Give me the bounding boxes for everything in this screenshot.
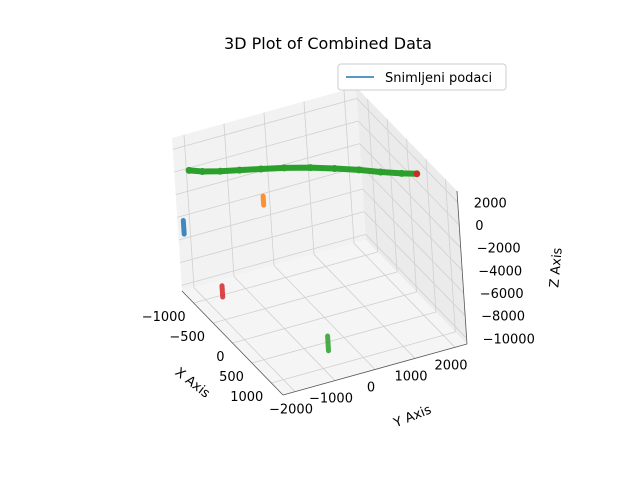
data-point-cluster-1 [219, 283, 226, 300]
data-marks [180, 164, 421, 354]
grid-line-x-side [425, 158, 437, 313]
grid-line-z-side [356, 98, 459, 203]
legend: Snimljeni podaci [337, 63, 507, 91]
grid-line-z-side [359, 143, 461, 248]
grid-line-y-back [183, 134, 195, 288]
z-axis-line [456, 190, 468, 345]
grid-line-y-floor [233, 276, 336, 381]
grid-line-y-floor [353, 243, 456, 348]
x-axis-label: X Axis [172, 365, 213, 402]
trajectory-point [377, 168, 385, 176]
grid-line-y-back [303, 101, 315, 255]
legend-entry: Snimljeni podaci [385, 71, 492, 86]
trajectory-point [306, 164, 314, 172]
trajectory-point [330, 165, 338, 173]
x-tick-label: 500 [219, 370, 244, 385]
grid-line-y-back [263, 112, 275, 266]
y-tick-label: −1000 [309, 392, 353, 407]
z-tick-label: 2000 [474, 196, 507, 211]
z-tick-label: −10000 [483, 332, 535, 347]
grid-line-y-floor [193, 287, 296, 392]
z-tick-label: −6000 [480, 287, 524, 302]
z-tick-label: −2000 [477, 242, 521, 257]
axis-panes [172, 87, 467, 395]
grid-line-z-back [172, 97, 357, 150]
z-tick-label: 0 [475, 219, 483, 234]
grid-line-z-side [363, 211, 466, 316]
trajectory-point [257, 165, 265, 173]
x-tick-label: 1000 [230, 390, 263, 405]
grid-line-z-side [365, 234, 467, 339]
grid-line-x-side [406, 138, 417, 293]
legend-frame [337, 63, 507, 91]
chart-title: 3D Plot of Combined Data [224, 34, 432, 53]
tick-labels: −1000−50005001000−2000−10000100020002000… [142, 196, 535, 417]
trajectory-point [198, 168, 206, 176]
grid-line-y-floor [313, 254, 416, 359]
grid-line-z-back [181, 233, 366, 286]
grid-line-z-back [177, 165, 362, 218]
y-tick-label: 2000 [434, 358, 467, 373]
data-point-cluster-3 [325, 333, 331, 354]
x-tick-label: −1000 [142, 310, 186, 325]
grid-line-z-back [180, 211, 365, 264]
z-axis-label: Z Axis [547, 247, 565, 288]
y-tick-label: 0 [367, 381, 375, 396]
z-tick-label: −8000 [481, 310, 525, 325]
trajectory-point [398, 169, 406, 177]
trajectory-endpoint [413, 170, 420, 177]
y-tick-label: 1000 [394, 369, 427, 384]
grid-line-y-floor [273, 265, 376, 370]
data-point-cluster-2 [260, 193, 267, 208]
z-tick-label: −4000 [478, 264, 522, 279]
grid-line-x-side [367, 98, 379, 253]
grid-line-z-back [174, 120, 359, 173]
grid-line-x-side [444, 178, 456, 333]
grid-line-z-side [360, 166, 463, 271]
trajectory-point [216, 167, 224, 175]
x-tick-label: −500 [169, 330, 205, 345]
trajectory-point [236, 166, 244, 174]
x-axis-line [181, 290, 284, 396]
grid-line-z-side [362, 188, 464, 294]
y-axis-line [282, 343, 468, 396]
trajectory-point [185, 166, 193, 174]
data-point-cluster-0 [180, 218, 187, 237]
x-tick-label: 0 [216, 350, 224, 365]
grid-line-z-back [178, 188, 363, 241]
y-axis-label: Y Axis [391, 402, 434, 431]
trajectory-point [280, 164, 288, 172]
grid-line-y-back [223, 123, 235, 277]
y-tick-label: −2000 [269, 403, 313, 418]
axis-lines [181, 190, 468, 396]
trajectory-point [355, 166, 363, 174]
grid-line-x-side [386, 118, 398, 273]
